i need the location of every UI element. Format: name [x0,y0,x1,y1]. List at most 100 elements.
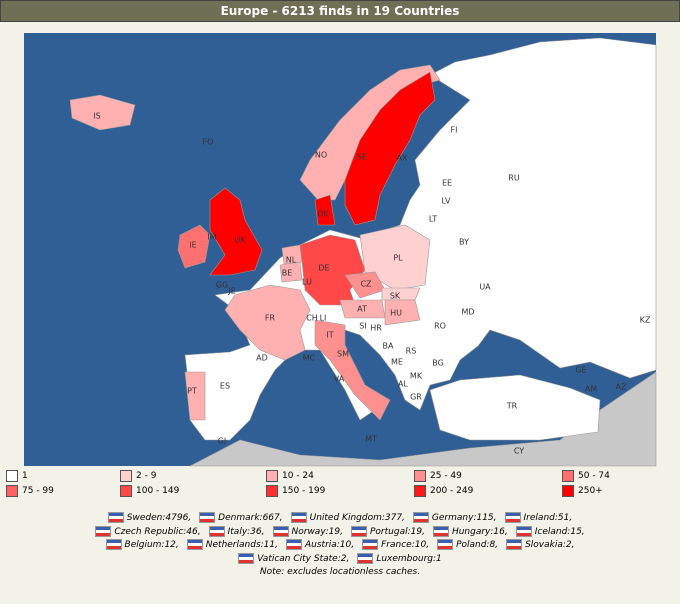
stat-item: Netherlands:11, [186,539,278,553]
legend-item: 25 - 49 [414,470,462,482]
country-code: JE [227,287,235,296]
turkey [429,374,601,441]
country-code: IT [326,331,333,340]
country-code: NL [286,256,297,265]
country-code: AZ [616,383,627,392]
country-code: BG [432,359,444,368]
ireland [177,224,211,269]
country-code: IM [207,233,216,242]
flag [238,552,255,564]
stat-item: Austria:10, [285,539,354,553]
stat-item: Czech Republic:46, [95,525,201,540]
stats-row: Sweden:4796, Denmark:667, United Kingdom:3… [40,512,640,526]
stat-item: Denmark:667, [199,512,283,526]
flag [504,512,521,523]
flag [432,525,449,537]
legend-item: 250+ [562,485,603,497]
country-code: CZ [360,280,372,289]
hungary [384,299,421,326]
country-code: AD [256,354,268,363]
stat-text: Hungary:16, [451,526,508,537]
country-code: LU [302,278,312,287]
legend-swatch [562,470,574,482]
country-code: UK [234,236,246,245]
country-code: SI [359,322,366,331]
flag [208,525,225,537]
country-code: GI [218,437,227,446]
country-code: PL [393,254,403,263]
stat-text: Vatican City State:2, [257,553,350,564]
legend-label: 50 - 74 [578,471,610,481]
country-code: MK [410,372,423,381]
flag [351,525,367,537]
stat-text: Luxembourg:1 [376,553,442,564]
country-code: ME [391,358,403,367]
legend-swatch [120,485,132,497]
stat-text: Italy:36, [227,526,265,537]
slovakia [381,287,421,301]
stat-text: Iceland:15, [534,526,585,537]
country-code: HU [390,309,402,318]
legend-label: 25 - 49 [430,471,462,481]
country-code: AM [585,385,597,394]
country-code: TR [506,402,518,411]
legend-label: 100 - 149 [136,486,180,496]
italy [314,319,391,421]
country-code: CY [514,447,524,456]
country-code: BE [282,269,293,278]
stat-item: Poland:8, [437,539,498,553]
flag [290,512,307,523]
country-code: IE [189,241,196,250]
country-code: FI [451,126,458,135]
legend-item: 200 - 249 [414,485,473,497]
stats: Sweden:4796, Denmark:667, United Kingdom:3… [40,512,640,580]
stat-item: Norway:19, [272,525,343,540]
country-code: BY [459,238,469,247]
stat-item: Iceland:15, [515,525,585,540]
legend-label: 200 - 249 [430,486,474,496]
country-code: RU [508,174,520,183]
country-code: BA [383,342,394,351]
stat-text: Czech Republic:46, [114,526,201,537]
denmark [314,194,336,226]
stat-item: Ireland:51, [504,512,573,526]
map-title: Europe - 6213 finds in 19 Countries [0,0,680,22]
flag [95,525,112,537]
map: IS NO SE DK IE UK NL BE DE PL CZ SK AT HU FR IT PT FO AX FI… [24,33,657,467]
stat-item: Italy:36, [208,525,265,540]
country-code: RO [434,322,446,331]
stat-item: Germany:115, [412,512,497,526]
flag [107,512,124,523]
country-code: SE [357,153,367,162]
legend-swatch [6,485,18,497]
iceland [69,94,136,131]
stats-row: Vatican City State:2, Luxembourg:1 [40,552,640,567]
flag [272,525,289,537]
country-code: DE [318,264,329,273]
legend-item: 2 - 9 [120,470,156,482]
country-code: FO [203,138,214,147]
legend-swatch [266,485,278,497]
stat-text: Sweden:4796, [126,513,192,523]
country-code: ES [220,382,230,391]
legend-item: 10 - 24 [266,470,314,482]
legend-item: 150 - 199 [266,485,325,497]
stats-row: Czech Republic:46, Italy:36, Norway:19, Por… [40,525,640,540]
flag [199,512,216,523]
stat-text: Poland:8, [456,540,499,550]
stat-item: Belgium:12, [105,539,179,553]
legend-item: 75 - 99 [6,485,54,497]
stat-text: Ireland:51, [523,513,573,523]
stat-item: Vatican City State:2, [238,552,350,567]
country-code: LV [441,197,451,206]
sweden [344,71,436,226]
country-code: NO [315,151,327,160]
legend-swatch [414,485,426,497]
country-code: GE [575,366,586,375]
country-code: AL [398,380,408,389]
france [224,284,311,361]
note: Note: excludes locationless caches. [259,567,421,577]
legend-swatch [120,470,132,482]
country-code: PT [187,387,197,396]
legend-item: 1 [6,470,28,482]
